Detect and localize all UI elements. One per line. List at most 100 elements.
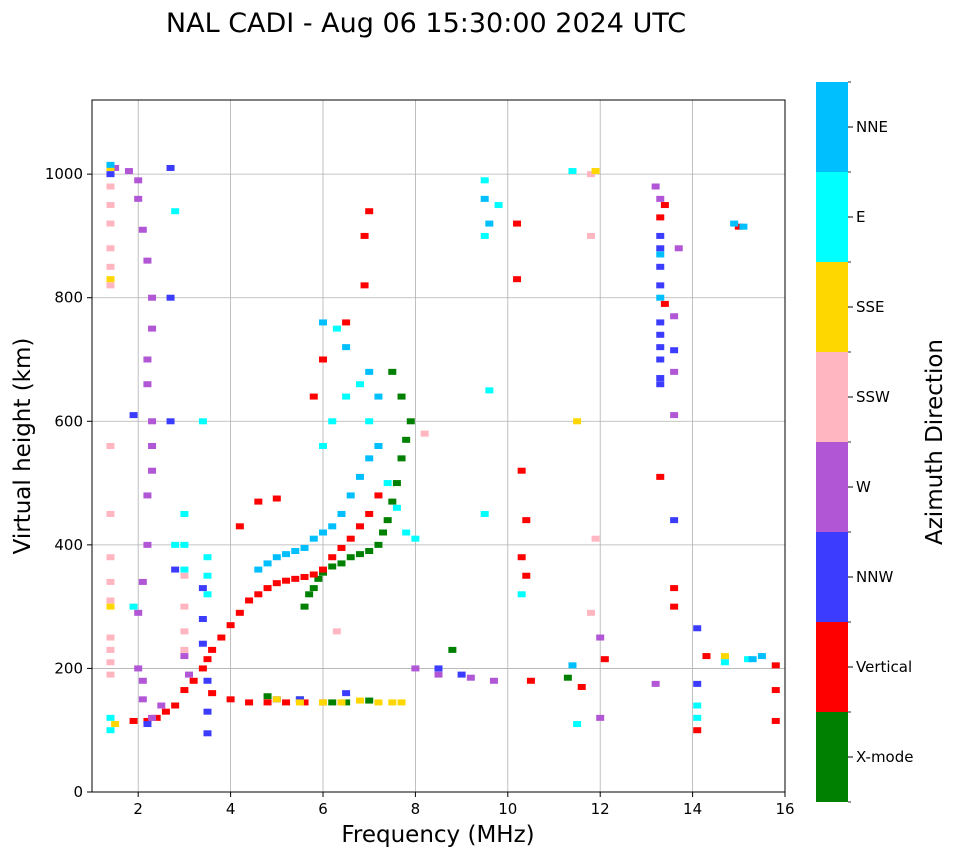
data-point: [596, 714, 605, 721]
data-point: [106, 671, 115, 678]
data-point: [485, 220, 494, 227]
x-tick-label: 12: [591, 800, 610, 818]
data-point: [319, 356, 327, 363]
data-point: [203, 554, 212, 561]
data-point: [411, 535, 420, 542]
data-point: [771, 717, 780, 724]
data-point: [111, 164, 120, 171]
data-point: [157, 702, 166, 709]
data-point: [134, 177, 143, 184]
data-point: [656, 214, 665, 221]
data-point: [282, 699, 291, 706]
data-point: [411, 665, 420, 672]
x-tick-label: 16: [775, 800, 794, 818]
grid: [92, 100, 786, 793]
data-point: [374, 443, 383, 449]
data-point: [670, 603, 679, 610]
data-point: [591, 168, 600, 175]
data-point: [656, 375, 665, 382]
data-point: [485, 387, 494, 394]
data-point: [143, 541, 152, 548]
colorbar-segment: [816, 82, 848, 172]
data-point: [291, 548, 300, 555]
data-point: [171, 541, 180, 548]
data-point: [198, 616, 207, 622]
data-point: [337, 510, 346, 517]
data-point: [166, 164, 175, 171]
series-sse: [106, 164, 729, 728]
data-point: [198, 585, 207, 592]
data-point: [245, 597, 254, 604]
data-point: [402, 529, 411, 536]
data-point: [573, 418, 582, 425]
data-point: [138, 696, 147, 703]
data-point: [342, 319, 351, 326]
data-point: [517, 591, 526, 598]
data-point: [291, 575, 300, 582]
colorbar-tick-label: SSE: [856, 298, 885, 316]
data-point: [342, 344, 351, 351]
data-point: [360, 232, 369, 239]
data-point: [180, 572, 189, 579]
data-point: [374, 699, 383, 706]
data-point: [203, 656, 212, 663]
data-point: [670, 347, 679, 354]
data-point: [106, 263, 115, 270]
data-point: [282, 577, 291, 584]
x-tick-label: 2: [133, 800, 143, 818]
chart-title: NAL CADI - Aug 06 15:30:00 2024 UTC: [166, 8, 686, 39]
data-point: [111, 721, 120, 728]
data-point: [254, 498, 263, 505]
data-point: [337, 699, 346, 706]
data-point: [388, 498, 397, 505]
data-point: [148, 294, 157, 301]
data-point: [235, 609, 244, 616]
data-point: [365, 418, 374, 425]
data-point: [355, 551, 364, 558]
data-point: [272, 495, 281, 502]
data-point: [171, 702, 180, 709]
data-point: [143, 381, 152, 388]
data-point: [138, 677, 147, 684]
x-tick-label: 6: [318, 800, 328, 818]
data-point: [656, 294, 665, 301]
data-point: [744, 656, 753, 663]
data-point: [420, 430, 429, 437]
data-point: [568, 662, 577, 669]
data-point: [106, 510, 115, 517]
data-point: [134, 609, 143, 616]
data-point: [254, 566, 263, 573]
data-point: [656, 356, 665, 363]
data-point: [180, 687, 189, 694]
data-point: [263, 693, 272, 700]
data-point: [720, 653, 729, 660]
data-point: [693, 714, 702, 721]
data-point: [568, 168, 577, 175]
data-point: [517, 554, 526, 561]
data-point: [522, 572, 531, 579]
data-point: [494, 202, 503, 209]
data-point: [656, 319, 665, 326]
data-point: [656, 232, 665, 239]
data-point: [342, 699, 351, 706]
data-point: [656, 381, 665, 388]
data-point: [148, 714, 157, 721]
data-point: [656, 331, 665, 338]
data-point: [309, 585, 318, 592]
y-tick-label: 200: [54, 659, 83, 677]
data-point: [365, 697, 374, 704]
data-point: [739, 223, 748, 230]
data-point: [392, 504, 401, 511]
y-tick-label: 800: [54, 289, 83, 307]
data-point: [106, 282, 115, 289]
data-point: [392, 480, 401, 487]
data-point: [295, 699, 304, 706]
data-point: [143, 492, 152, 499]
data-point: [771, 687, 780, 694]
data-point: [365, 368, 374, 375]
data-point: [379, 529, 388, 536]
data-points: [106, 161, 780, 737]
data-point: [670, 585, 679, 592]
colorbar-segment: [816, 352, 848, 442]
data-point: [198, 418, 207, 425]
